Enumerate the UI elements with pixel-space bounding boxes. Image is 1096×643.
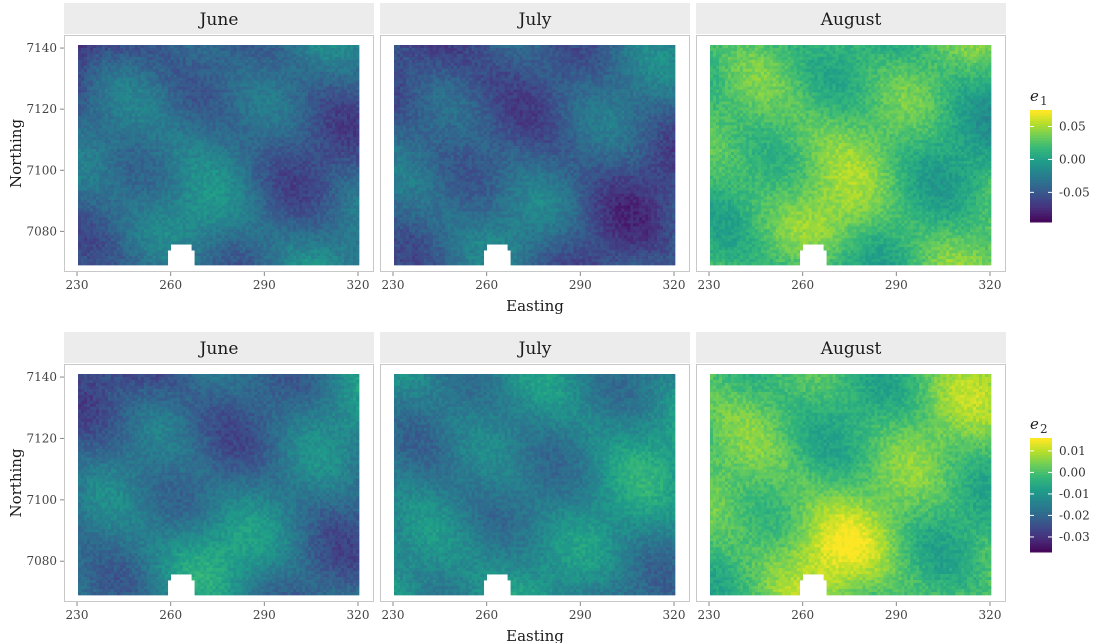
facet-label: August <box>820 339 882 359</box>
x-axis-title: Easting <box>506 297 564 315</box>
heatmap-cells <box>710 45 991 265</box>
heatmap-cells <box>78 374 359 595</box>
facet-label: August <box>820 10 882 30</box>
legend-tick-label: -0.02 <box>1059 508 1090 522</box>
x-tick-label: 320 <box>347 278 370 292</box>
x-tick-label: 230 <box>698 608 721 622</box>
y-tick-label: 7120 <box>26 431 57 445</box>
colorbar-legend: e 2 0.01 0.00 -0.01 -0.02 -0.03 <box>1030 415 1090 553</box>
legend-tick-label: -0.05 <box>1059 185 1090 199</box>
facet-label: June <box>198 10 239 30</box>
y-tick-label: 7100 <box>26 493 57 507</box>
y-tick-label: 7140 <box>26 370 57 384</box>
x-tick-label: 260 <box>791 608 814 622</box>
legend-tick-label: 0.01 <box>1059 444 1086 458</box>
x-axis-title: Easting <box>506 627 564 643</box>
y-tick-label: 7120 <box>26 102 57 116</box>
x-tick-label: 320 <box>979 278 1002 292</box>
x-tick-label: 290 <box>253 608 276 622</box>
facet-panel: June 230 260 290 320 7080 7100 7120 7140 <box>26 3 374 292</box>
y-tick-label: 7100 <box>26 163 57 177</box>
facet-panel: June 230 260 290 320 7080 7100 7120 7140 <box>26 332 374 622</box>
legend-title-subscript: 1 <box>1040 94 1048 108</box>
x-tick-label: 230 <box>382 278 405 292</box>
facet-label: July <box>517 10 552 30</box>
x-tick-label: 260 <box>791 278 814 292</box>
legend-tick-label: 0.00 <box>1059 465 1086 479</box>
legend-tick-label: 0.05 <box>1059 119 1086 133</box>
x-tick-label: 290 <box>569 608 592 622</box>
x-tick-label: 290 <box>253 278 276 292</box>
heatmap-cells <box>394 45 675 265</box>
facet-label: June <box>198 339 239 359</box>
heatmap-cells <box>78 45 359 265</box>
facet-panel: August 230 260 290 320 <box>696 332 1006 622</box>
facet-panel: July 230 260 290 320 <box>380 332 690 622</box>
x-tick-label: 230 <box>698 278 721 292</box>
legend-tick-label: -0.03 <box>1059 530 1090 544</box>
x-tick-label: 320 <box>347 608 370 622</box>
y-tick-label: 7080 <box>26 224 57 238</box>
legend-title: e <box>1030 415 1039 433</box>
x-tick-label: 230 <box>66 278 89 292</box>
x-tick-label: 320 <box>979 608 1002 622</box>
facet-label: July <box>517 339 552 359</box>
x-tick-label: 290 <box>885 608 908 622</box>
x-tick-label: 320 <box>663 608 686 622</box>
facet-panel: August 230 260 290 320 <box>696 3 1006 292</box>
legend-tick-label: 0.00 <box>1059 152 1086 166</box>
legend-title-subscript: 2 <box>1040 422 1048 436</box>
x-tick-label: 260 <box>475 278 498 292</box>
legend-title: e <box>1030 87 1039 105</box>
x-tick-label: 290 <box>569 278 592 292</box>
x-tick-label: 290 <box>885 278 908 292</box>
y-tick-label: 7080 <box>26 554 57 568</box>
x-tick-label: 320 <box>663 278 686 292</box>
colorbar-legend: e 1 0.05 0.00 -0.05 <box>1030 87 1090 223</box>
heatmap-cells <box>394 374 675 595</box>
x-tick-label: 260 <box>159 278 182 292</box>
x-tick-label: 230 <box>382 608 405 622</box>
x-tick-label: 230 <box>66 608 89 622</box>
x-tick-label: 260 <box>159 608 182 622</box>
heatmap-cells <box>710 374 991 595</box>
x-tick-label: 260 <box>475 608 498 622</box>
y-tick-label: 7140 <box>26 41 57 55</box>
y-axis-title: Northing <box>7 448 25 517</box>
y-axis-title: Northing <box>7 119 25 188</box>
legend-tick-label: -0.01 <box>1059 487 1090 501</box>
facet-panel: July 230 260 290 320 <box>380 3 690 292</box>
